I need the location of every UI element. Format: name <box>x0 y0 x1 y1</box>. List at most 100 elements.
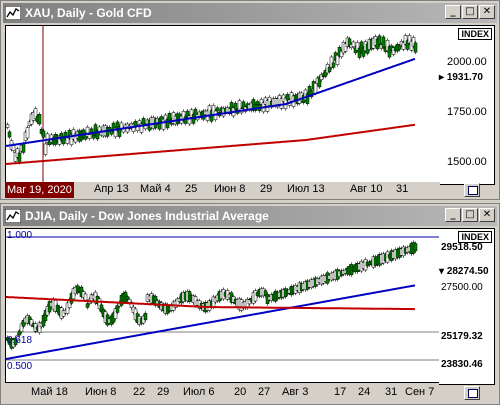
candle-body <box>113 127 118 138</box>
candle-body <box>403 35 408 45</box>
candle-body <box>69 134 74 146</box>
xau-date-label: Авг 10 <box>350 183 383 195</box>
djia-date-label: Май 18 <box>31 386 68 398</box>
candle-body <box>17 330 22 336</box>
fib-label: 0.618 <box>7 335 33 346</box>
close-icon[interactable]: ✕ <box>479 5 495 19</box>
djia-scale-toggle[interactable] <box>464 386 480 400</box>
xau-date-label: 29 <box>260 183 273 195</box>
candle-body <box>165 118 170 129</box>
candle-body <box>7 131 12 138</box>
candle-body <box>97 298 102 309</box>
candle-body <box>413 42 418 53</box>
candle-body <box>93 124 98 136</box>
candle-body <box>21 143 26 153</box>
candle-body <box>85 126 90 137</box>
chart-icon <box>5 209 21 223</box>
candle-body <box>117 126 122 137</box>
djia-current-price-value: 28274.50 <box>446 266 489 277</box>
djia-current-price: ▾ 28274.50 <box>439 266 489 277</box>
candle-body <box>411 37 416 47</box>
candle-body <box>279 98 284 109</box>
djia-date-label: Июл 6 <box>183 386 215 398</box>
candle-body <box>33 108 38 120</box>
djia-date-label: 29 <box>157 386 170 398</box>
candle-body <box>115 305 120 313</box>
xau-date-label: 31 <box>396 183 409 195</box>
djia-tick-fib618: 25179.32 <box>441 331 483 342</box>
candle-body <box>45 133 50 143</box>
candle-body <box>83 293 88 301</box>
candle-body <box>285 94 290 101</box>
candle-body <box>327 67 332 72</box>
xau-date-label: Июл 13 <box>287 183 325 195</box>
candle-body <box>25 127 30 139</box>
candle-body <box>65 302 70 314</box>
xau-plot-area[interactable] <box>5 25 442 183</box>
xau-tick-2000: 2000.00 <box>447 56 487 68</box>
maximize-icon[interactable]: □ <box>462 208 478 222</box>
candle-body <box>47 140 52 145</box>
candle-body <box>89 128 94 133</box>
candle-body <box>401 42 406 50</box>
xau-scale-toggle[interactable] <box>464 183 480 197</box>
xau-current-price-value: 1931.70 <box>446 72 483 83</box>
djia-date-label: 22 <box>133 386 146 398</box>
xau-current-price: ▸ 1931.70 <box>439 72 483 83</box>
djia-titlebar[interactable]: DJIA, Daily - Dow Jones Industrial Avera… <box>3 206 497 226</box>
candle-body <box>263 290 268 296</box>
candle-body <box>355 42 360 51</box>
xau-titlebar[interactable]: XAU, Daily - Gold CFD _ □ ✕ <box>3 3 497 23</box>
candle-body <box>335 54 340 65</box>
close-icon[interactable]: ✕ <box>479 208 495 222</box>
candle-body <box>361 47 366 57</box>
djia-date-label: 24 <box>358 386 371 398</box>
xau-price-scale[interactable]: INDEX 2000.00 ▸ 1931.70 1750.00 1500.00 <box>439 25 495 185</box>
djia-date-label: Авг 3 <box>282 386 309 398</box>
candle-body <box>91 133 96 139</box>
minimize-icon[interactable]: _ <box>445 5 461 19</box>
candle-body <box>233 102 238 110</box>
price-arrow-icon: ▾ <box>439 266 445 277</box>
candle-body <box>317 76 322 88</box>
candle-body <box>139 123 144 133</box>
djia-tick-27500: 27500.00 <box>441 282 483 293</box>
djia-date-label: 31 <box>385 386 398 398</box>
candle-body <box>87 134 92 139</box>
candle-body <box>343 43 348 52</box>
candle-body <box>323 69 328 77</box>
candle-body <box>185 110 190 118</box>
djia-date-label: Сен 7 <box>405 386 435 398</box>
djia-tick-high: 29518.50 <box>441 242 483 253</box>
xau-date-highlight: Mar 19, 2020 <box>5 182 74 198</box>
candle-body <box>387 46 392 58</box>
candle-body <box>17 152 22 163</box>
ma-fast-line <box>6 57 416 147</box>
candle-body <box>37 114 42 125</box>
minimize-icon[interactable]: _ <box>445 208 461 222</box>
candle-body <box>357 47 362 58</box>
candle-body <box>85 303 90 308</box>
candle-body <box>347 38 352 47</box>
candle-body <box>29 319 34 326</box>
candle-body <box>351 41 356 48</box>
djia-date-label: Июн 8 <box>85 386 117 398</box>
scale-toggle-icon <box>468 389 478 398</box>
djia-price-chart <box>6 236 441 361</box>
candle-body <box>6 124 10 128</box>
candle-body <box>405 40 410 50</box>
candle-body <box>43 310 48 321</box>
candle-body <box>187 115 192 125</box>
chart-icon <box>5 6 21 20</box>
djia-plot-area[interactable]: 1.000 0.618 0.500 <box>5 228 442 383</box>
candle-body <box>215 107 220 112</box>
djia-price-scale[interactable]: INDEX 29518.50 ▾ 28274.50 27500.00 25179… <box>439 228 495 385</box>
djia-tick-low: 23830.46 <box>441 359 483 370</box>
candle-body <box>97 126 102 134</box>
xau-date-label: Апр 13 <box>94 183 129 195</box>
maximize-icon[interactable]: □ <box>462 5 478 19</box>
candle-body <box>259 98 264 105</box>
candle-body <box>41 130 46 138</box>
djia-window-title: DJIA, Daily - Dow Jones Industrial Avera… <box>25 209 269 223</box>
candle-body <box>13 337 18 346</box>
